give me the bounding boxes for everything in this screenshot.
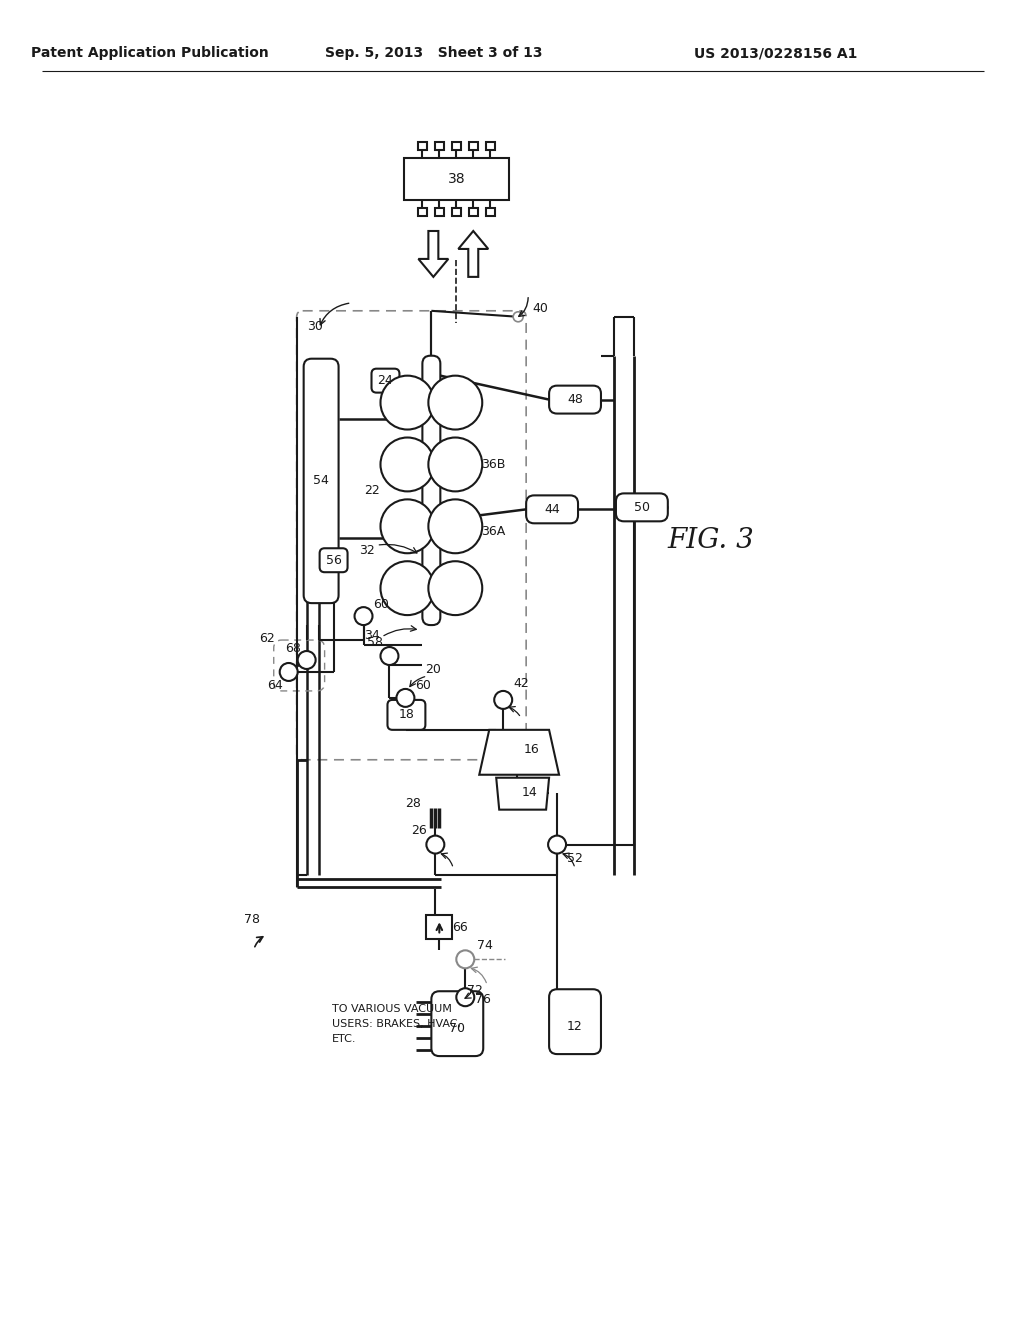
Circle shape (428, 499, 482, 553)
FancyBboxPatch shape (549, 989, 601, 1055)
Text: 42: 42 (513, 677, 529, 690)
Text: 60: 60 (374, 598, 389, 611)
Bar (426, 915, 453, 940)
Bar (486, 143, 496, 150)
Bar (453, 143, 461, 150)
Text: 32: 32 (358, 544, 375, 557)
Text: ETC.: ETC. (332, 1034, 356, 1044)
Polygon shape (479, 730, 559, 775)
Text: USERS: BRAKES, HVAC,: USERS: BRAKES, HVAC, (332, 1019, 461, 1030)
Polygon shape (459, 231, 488, 277)
Circle shape (280, 663, 298, 681)
Text: 78: 78 (244, 913, 260, 925)
Text: 24: 24 (378, 374, 393, 387)
Text: 30: 30 (307, 321, 323, 333)
Polygon shape (497, 777, 549, 809)
Text: 34: 34 (364, 628, 379, 642)
Circle shape (428, 437, 482, 491)
Circle shape (513, 312, 523, 322)
FancyBboxPatch shape (372, 368, 399, 392)
Text: 76: 76 (475, 993, 492, 1006)
Circle shape (428, 561, 482, 615)
Bar (435, 209, 444, 216)
Text: 44: 44 (544, 503, 560, 516)
Circle shape (381, 647, 398, 665)
Bar (469, 143, 478, 150)
Circle shape (354, 607, 373, 626)
Text: 22: 22 (364, 484, 379, 496)
FancyBboxPatch shape (431, 991, 483, 1056)
Text: 70: 70 (450, 1022, 465, 1035)
Text: 18: 18 (398, 709, 415, 721)
Text: 20: 20 (425, 664, 441, 676)
Circle shape (548, 836, 566, 854)
Text: 68: 68 (285, 642, 301, 655)
Text: 16: 16 (523, 743, 539, 756)
FancyBboxPatch shape (304, 359, 339, 603)
Circle shape (381, 437, 434, 491)
Circle shape (381, 561, 434, 615)
Text: 14: 14 (521, 787, 537, 799)
Bar (486, 209, 496, 216)
Text: 62: 62 (259, 631, 274, 644)
Text: 64: 64 (267, 680, 283, 693)
Bar (435, 143, 444, 150)
FancyBboxPatch shape (549, 385, 601, 413)
Text: 66: 66 (453, 921, 468, 933)
Text: 26: 26 (412, 824, 427, 837)
Text: 40: 40 (532, 302, 548, 315)
Text: TO VARIOUS VACUUM: TO VARIOUS VACUUM (332, 1005, 452, 1014)
Text: 38: 38 (447, 172, 465, 186)
Text: 48: 48 (567, 393, 583, 407)
Bar (419, 143, 427, 150)
Text: 56: 56 (326, 553, 342, 566)
Text: 72: 72 (467, 983, 483, 997)
Text: 28: 28 (406, 797, 421, 810)
Text: Patent Application Publication: Patent Application Publication (31, 46, 269, 61)
Text: 58: 58 (368, 635, 384, 648)
Bar (404, 158, 509, 201)
Bar (453, 209, 461, 216)
Text: 50: 50 (634, 500, 650, 513)
Polygon shape (419, 231, 449, 277)
Text: 36B: 36B (481, 458, 506, 471)
FancyBboxPatch shape (616, 494, 668, 521)
Text: 36A: 36A (481, 525, 506, 537)
Circle shape (428, 376, 482, 429)
Text: 74: 74 (477, 939, 494, 952)
Circle shape (381, 499, 434, 553)
FancyBboxPatch shape (422, 355, 440, 626)
Circle shape (457, 950, 474, 969)
Text: FIG. 3: FIG. 3 (668, 527, 754, 554)
FancyBboxPatch shape (319, 548, 347, 572)
Bar (469, 209, 478, 216)
Text: US 2013/0228156 A1: US 2013/0228156 A1 (694, 46, 857, 61)
Text: 12: 12 (567, 1019, 583, 1032)
FancyBboxPatch shape (387, 700, 425, 730)
Text: 60: 60 (416, 680, 431, 693)
Bar (419, 209, 427, 216)
Circle shape (298, 651, 315, 669)
Circle shape (426, 836, 444, 854)
Text: Sep. 5, 2013   Sheet 3 of 13: Sep. 5, 2013 Sheet 3 of 13 (325, 46, 542, 61)
Text: 52: 52 (567, 851, 583, 865)
Circle shape (396, 689, 415, 708)
FancyBboxPatch shape (526, 495, 578, 523)
Circle shape (381, 376, 434, 429)
Circle shape (495, 690, 512, 709)
Circle shape (457, 989, 474, 1006)
Text: 54: 54 (312, 474, 329, 487)
